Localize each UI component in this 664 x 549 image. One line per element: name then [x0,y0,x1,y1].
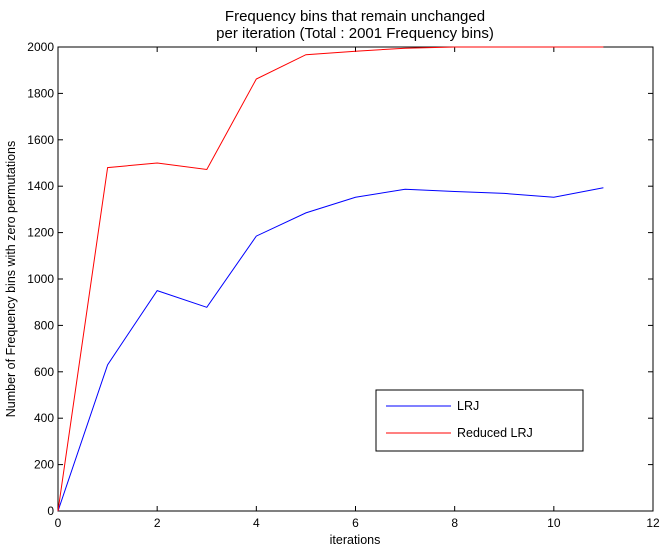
x-tick-label: 0 [55,516,62,530]
y-tick-label: 200 [34,458,54,472]
chart-title-line1: Frequency bins that remain unchanged [225,8,485,25]
y-tick-label: 1200 [27,226,54,240]
y-axis: 0 200 400 600 800 1000 1200 1400 1600 1800 2000 [27,40,653,518]
legend-box [375,389,584,452]
x-tick-label: 10 [547,516,561,530]
x-axis: 0 2 4 6 8 10 12 [55,47,660,530]
x-tick-label: 2 [154,516,161,530]
chart-title-line2: per iteration (Total : 2001 Frequency bi… [216,25,494,42]
y-axis-label: Number of Frequency bins with zero permu… [4,141,18,418]
y-tick-label: 0 [47,504,54,518]
y-tick-label: 1000 [27,272,54,286]
x-tick-label: 4 [253,516,260,530]
x-tick-label: 8 [451,516,458,530]
y-tick-label: 1600 [27,133,54,147]
series-layer [57,46,604,512]
legend: LRJ Reduced LRJ [375,389,584,452]
y-tick-label: 1800 [27,86,54,100]
y-tick-label: 600 [34,365,54,379]
y-tick-label: 2000 [27,40,54,54]
y-tick-label: 800 [34,318,54,332]
series-line-lrj [57,187,604,512]
x-tick-label: 12 [646,516,660,530]
legend-label-lrj: LRJ [457,399,479,413]
y-tick-label: 1400 [27,179,54,193]
x-axis-label: iterations [330,533,381,547]
series-line-reduced-lrj [57,46,604,512]
legend-label-reduced-lrj: Reduced LRJ [457,426,533,440]
x-tick-label: 6 [352,516,359,530]
y-tick-label: 400 [34,411,54,425]
